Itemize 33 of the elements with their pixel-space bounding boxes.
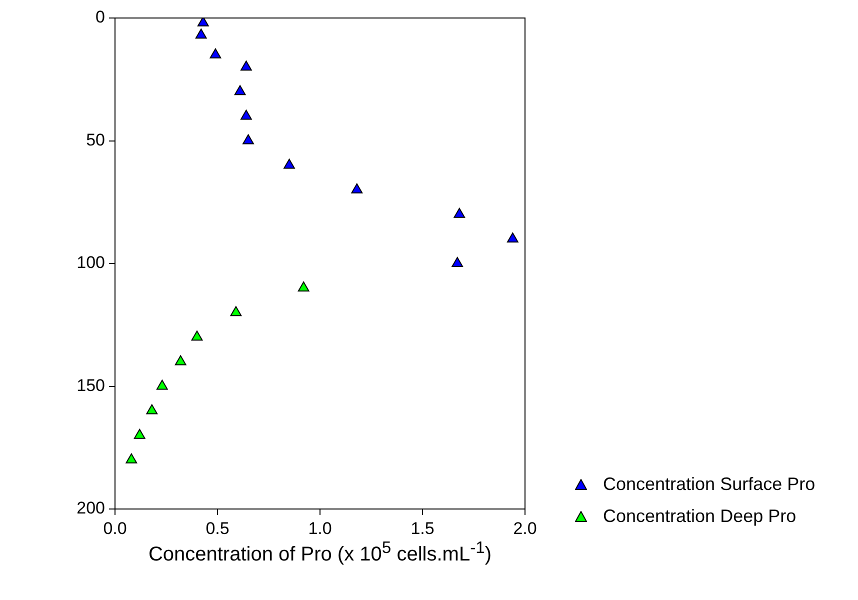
point (351, 183, 363, 194)
point (230, 306, 242, 316)
point (195, 28, 207, 39)
point (234, 85, 246, 96)
point (146, 404, 158, 414)
point (197, 18, 209, 26)
point (174, 355, 186, 366)
x-tick-label: 0.5 (206, 518, 230, 538)
point (242, 134, 254, 144)
x-tick-label: 0.0 (103, 518, 127, 538)
x-tick-label: 1.5 (410, 518, 434, 538)
point (126, 453, 138, 464)
point (507, 232, 518, 242)
point (240, 60, 252, 71)
y-tick-label: 0 (96, 8, 105, 27)
point (210, 48, 222, 58)
y-tick-label: 50 (86, 130, 105, 150)
point (191, 330, 203, 341)
x-axis-title: Concentration of Pro (x 10$^{5}$ cells.mL$^{-1}$) (147, 538, 493, 567)
point (298, 282, 310, 292)
y-tick-label: 150 (76, 376, 105, 395)
legend-label: Concentration Surface Pro (603, 474, 816, 494)
point (452, 257, 464, 267)
y-tick-label: 200 (76, 498, 105, 518)
point (240, 110, 252, 120)
y-tick-label: 100 (76, 253, 105, 272)
point (454, 208, 466, 218)
legend-label: Concentration Deep Pro (603, 506, 796, 526)
x-tick-label: 1.0 (308, 518, 332, 538)
point (284, 158, 295, 169)
point (156, 380, 168, 390)
x-tick-label: 2.0 (513, 518, 537, 538)
point (134, 428, 146, 439)
